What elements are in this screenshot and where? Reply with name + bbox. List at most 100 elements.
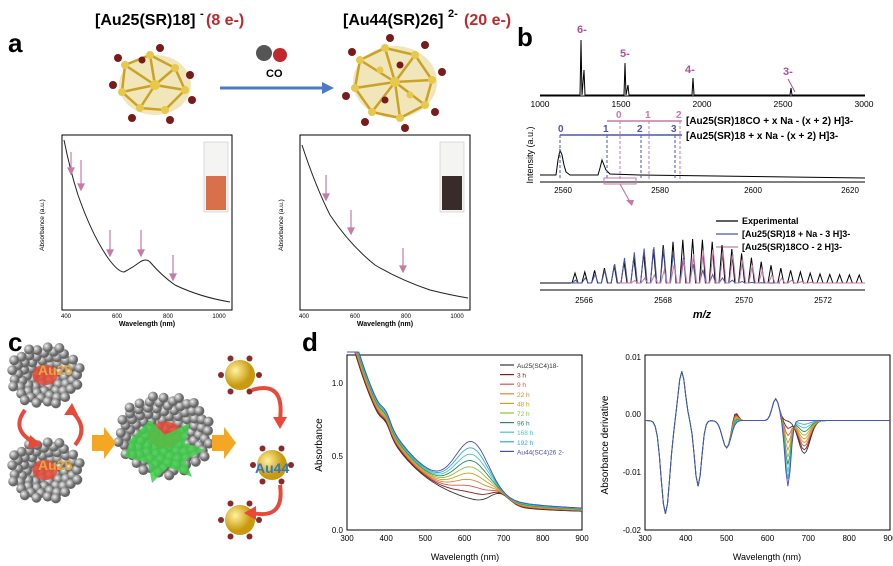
right-abs-ylabel: Absorbance (a.u.) (278, 199, 285, 251)
cluster1-formula: [Au25(SR)18] (95, 12, 195, 29)
collision-burst (125, 420, 205, 483)
au-small-clusters (218, 355, 294, 540)
legend-experimental: Experimental (742, 216, 799, 226)
absorbance-series (347, 351, 583, 510)
au25-label-top: Au25 (38, 362, 72, 378)
co-label: CO (266, 68, 283, 80)
co-index: 2 (676, 110, 682, 121)
absorbance-series (347, 351, 583, 511)
derivative-series (645, 371, 890, 514)
mid-ms-spectrum (540, 148, 866, 179)
bottom-xtick: 2570 (735, 296, 753, 305)
legend-entry: 72 h (517, 411, 530, 418)
panel-d: Absorbance Wavelength (nm) 0.0 0.5 1.0 3… (314, 351, 893, 562)
time-legend: Au25(SC4)18- 3 h 9 h 22 h 48 h 72 h 96 h 168 h 1… (500, 363, 564, 456)
right-abs-xtick: 600 (350, 314, 361, 320)
d-left-xtick: 300 (340, 534, 354, 543)
d-right-ytick: 0.00 (625, 410, 641, 419)
legend-entry: Au25(SC4)18- (517, 363, 559, 370)
right-abs-xtick: 800 (401, 314, 412, 320)
charge-label-6: 6- (577, 24, 587, 36)
derivative-series (645, 371, 890, 514)
panel-b: 1000 1500 2000 2500 3000 6- 5- 4- 3- Int… (525, 24, 874, 321)
absorbance-kinetics-plot: Absorbance Wavelength (nm) 0.0 0.5 1.0 3… (314, 351, 589, 562)
d-right-ytick: -0.02 (623, 526, 642, 535)
panel-c: Au25 Au25 Au44 (7, 342, 294, 540)
d-left-xtick: 700 (497, 534, 511, 543)
derivative-series (645, 371, 890, 514)
legend-co-sim: [Au25(SR)18CO - 2 H]3- (742, 242, 842, 252)
plain-index: 0 (558, 124, 564, 135)
co-index: 1 (645, 110, 651, 121)
d-left-xtick: 900 (575, 534, 589, 543)
legend-entry: 168 h (517, 430, 534, 437)
panel-a: [Au25(SR)18] - (8 e-) [Au44(SR)26] 2- (2… (39, 8, 511, 328)
au25-cluster-bottom (7, 437, 85, 504)
absorbance-series (347, 351, 583, 512)
right-abs-xtick: 400 (299, 314, 310, 320)
d-left-ylabel: Absorbance (314, 418, 325, 472)
mid-xtick: 2600 (744, 186, 762, 195)
derivative-series (645, 371, 890, 514)
absorbance-series (347, 351, 582, 512)
derivative-series (645, 371, 890, 514)
intensity-ylabel: Intensity (a.u.) (525, 126, 535, 183)
d-right-ytick: 0.01 (625, 353, 641, 362)
d-left-ytick: 0.0 (332, 526, 344, 535)
panel-label-c: c (8, 327, 23, 357)
absorbance-series (347, 351, 583, 510)
cluster2-electrons: (20 e-) (464, 12, 511, 29)
right-abs-xtick: 1000 (450, 314, 464, 320)
top-xtick: 2500 (774, 99, 793, 109)
series-plain-label: [Au25(SR)18 + x Na - (x + 2) H]3- (686, 131, 838, 142)
top-xtick: 1000 (531, 99, 550, 109)
right-abs-xlabel: Wavelength (nm) (357, 321, 413, 328)
cluster1-charge: - (200, 8, 204, 20)
legend-entry: 3 h (517, 373, 526, 380)
left-abs-xtick: 400 (61, 314, 72, 320)
d-right-xtick: 400 (679, 534, 693, 543)
left-abs-xlabel: Wavelength (nm) (119, 321, 175, 328)
panel-label-a: a (8, 28, 23, 58)
panel-label-d: d (302, 327, 318, 357)
step-arrow-icon (212, 427, 236, 459)
charge-label-5: 5- (620, 48, 630, 60)
legend-entry: 192 h (517, 440, 534, 447)
d-left-xtick: 800 (536, 534, 550, 543)
d-left-xtick: 500 (419, 534, 433, 543)
d-right-xtick: 900 (883, 534, 893, 543)
derivative-plot: Absorbance derivative Wavelength (nm) -0… (600, 353, 893, 562)
d-left-xtick: 400 (379, 534, 393, 543)
plain-index: 1 (603, 124, 609, 135)
derivative-series (645, 371, 890, 514)
co-index: 0 (616, 110, 622, 121)
absorbance-series (347, 351, 583, 511)
au25-cluster-top (7, 342, 85, 409)
top-xtick: 1500 (612, 99, 631, 109)
left-abs-ylabel: Absorbance (a.u.) (39, 199, 46, 251)
carbon-atom-icon (256, 45, 272, 61)
au25-absorbance-plot: Absorbance (a.u.) Wavelength (nm) 400 60… (39, 134, 233, 328)
co-reaction-arrow: CO (220, 45, 334, 94)
d-left-ytick: 0.5 (332, 452, 344, 461)
legend-plain-sim: [Au25(SR)18 + Na - 3 H]3- (742, 229, 850, 239)
left-abs-xtick: 1000 (212, 314, 226, 320)
top-ms-spectrum (540, 39, 865, 96)
derivative-series (645, 371, 890, 514)
d-right-xtick: 800 (842, 534, 856, 543)
mz-xlabel: m/z (693, 309, 712, 321)
charge-label-3: 3- (783, 66, 793, 78)
bottom-xtick: 2566 (575, 296, 593, 305)
derivative-series (645, 371, 890, 514)
cluster2-formula: [Au44(SR)26] (343, 12, 443, 29)
zoom-ms-spectrum (540, 238, 865, 291)
legend-entry: 9 h (517, 382, 526, 389)
au25-label-bottom: Au25 (38, 457, 72, 473)
derivative-series (645, 371, 890, 514)
legend-entry: 48 h (517, 401, 530, 408)
d-right-xtick: 600 (761, 534, 775, 543)
top-xtick: 2000 (693, 99, 712, 109)
absorbance-series (347, 351, 582, 511)
plain-index: 3 (671, 124, 677, 135)
bottom-xtick: 2572 (814, 296, 832, 305)
